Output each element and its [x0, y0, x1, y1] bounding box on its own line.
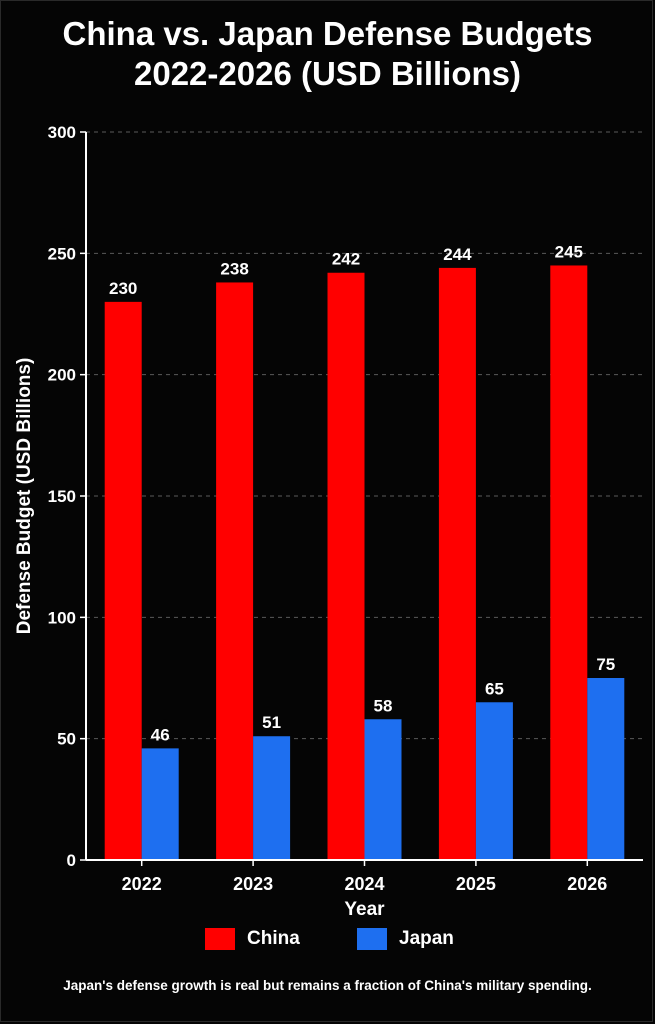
- data-label-japan-2023: 51: [262, 713, 281, 732]
- y-tick-label-300: 300: [48, 123, 76, 142]
- y-axis-title: Defense Budget (USD Billions): [14, 358, 35, 635]
- y-tick-label-100: 100: [48, 608, 76, 627]
- x-tick-label-2025: 2025: [456, 874, 496, 894]
- bar-china-2026: [550, 265, 588, 860]
- footnote: Japan's defense growth is real but remai…: [63, 978, 592, 993]
- legend-swatch-japan: [357, 928, 387, 950]
- x-tick-label-2023: 2023: [233, 874, 273, 894]
- legend-label-china: China: [247, 928, 300, 949]
- y-tick-label-50: 50: [57, 730, 76, 749]
- x-tick-label-2024: 2024: [344, 874, 384, 894]
- labels: 0 50 100 150 200 250 300 230 46 2022 238 51 2023 242 5…: [14, 123, 615, 920]
- data-label-china-2025: 244: [443, 245, 472, 264]
- chart-subtitle: 2022-2026 (USD Billions): [134, 55, 521, 92]
- y-tick-label-200: 200: [48, 366, 76, 385]
- data-label-japan-2025: 65: [485, 679, 504, 698]
- data-label-china-2024: 242: [332, 250, 360, 269]
- legend-swatch-china: [205, 928, 235, 950]
- x-tick-label-2026: 2026: [567, 874, 607, 894]
- x-tick-label-2022: 2022: [122, 874, 162, 894]
- bar-japan-2024: [364, 719, 402, 860]
- chart-title-block: China vs. Japan Defense Budgets 2022-202…: [0, 14, 655, 94]
- gridlines: [86, 131, 643, 740]
- bar-china-2023: [216, 282, 254, 860]
- data-label-japan-2026: 75: [596, 655, 615, 674]
- data-label-japan-2022: 46: [151, 725, 170, 744]
- data-label-china-2026: 245: [555, 242, 583, 261]
- bar-china-2024: [327, 272, 365, 860]
- data-label-china-2023: 238: [220, 259, 248, 278]
- legend-label-japan: Japan: [399, 928, 454, 949]
- y-tick-label-150: 150: [48, 487, 76, 506]
- data-label-japan-2024: 58: [374, 696, 393, 715]
- legend-item-china: China: [205, 928, 300, 950]
- data-label-china-2022: 230: [109, 279, 137, 298]
- bar-japan-2025: [475, 702, 513, 860]
- axes: [80, 131, 643, 866]
- chart-title: China vs. Japan Defense Budgets: [62, 15, 593, 52]
- bars: [104, 265, 625, 861]
- x-axis-title: Year: [344, 899, 385, 920]
- legend: China Japan: [0, 928, 655, 958]
- bar-china-2025: [438, 267, 476, 861]
- legend-item-japan: Japan: [357, 928, 454, 950]
- y-tick-label-0: 0: [67, 851, 76, 870]
- y-tick-label-250: 250: [48, 244, 76, 263]
- bar-japan-2022: [141, 748, 179, 860]
- bar-chart: 0 50 100 150 200 250 300 230 46 2022 238 51 2023 242 5…: [14, 123, 643, 920]
- bar-japan-2023: [253, 736, 291, 860]
- bar-china-2022: [104, 301, 142, 860]
- bar-japan-2026: [587, 678, 625, 860]
